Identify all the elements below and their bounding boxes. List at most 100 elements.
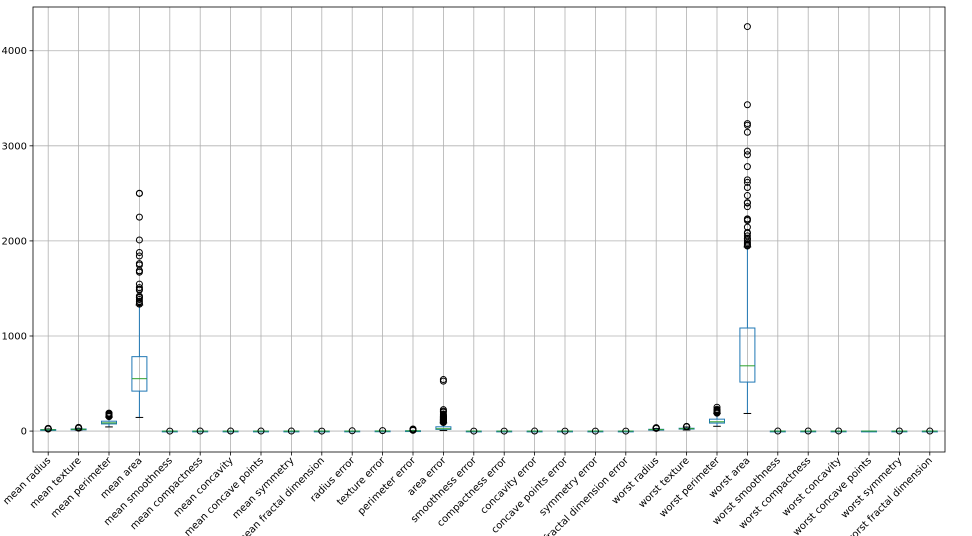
outlier-point <box>743 120 751 128</box>
outlier-point <box>531 427 539 435</box>
outlier-point <box>135 295 143 303</box>
outlier-point <box>743 199 751 207</box>
box-worst-concave-points <box>861 430 877 433</box>
box-worst-radius <box>648 424 665 432</box>
outlier-point <box>470 427 478 435</box>
box-worst-symmetry <box>891 427 908 435</box>
box-texture-error <box>374 427 391 435</box>
outlier-point <box>743 176 751 184</box>
iqr-box <box>131 356 148 392</box>
outlier-point <box>743 128 751 136</box>
outlier-point <box>743 203 751 211</box>
outlier-point <box>439 406 447 414</box>
outlier-point <box>44 424 52 432</box>
outlier-point <box>257 427 265 435</box>
outlier-point <box>379 427 387 435</box>
outlier-point <box>713 403 721 411</box>
outlier-point <box>439 410 447 418</box>
outlier-point <box>166 427 174 435</box>
iqr-box <box>435 426 452 430</box>
grid <box>33 7 945 452</box>
outlier-point <box>743 147 751 155</box>
outlier-point <box>713 405 721 413</box>
box-worst-concavity <box>830 427 847 435</box>
outlier-point <box>135 189 143 197</box>
outlier-point <box>652 424 660 432</box>
box-mean-compactness <box>192 427 209 435</box>
y-tick-label: 2000 <box>2 236 27 247</box>
outlier-point <box>75 423 83 431</box>
plot-frame <box>32 6 946 453</box>
box-mean-concavity <box>222 427 239 435</box>
box-mean-smoothness <box>161 427 178 435</box>
outlier-point <box>895 427 903 435</box>
outlier-point <box>683 422 691 430</box>
outlier-point <box>135 284 143 292</box>
box-mean-perimeter <box>101 409 117 428</box>
box-mean-texture <box>70 423 87 432</box>
y-axis: 0 1000 2000 3000 4000 <box>2 46 33 438</box>
outlier-point <box>622 427 630 435</box>
outlier-point <box>743 192 751 200</box>
box-concave-points-error <box>557 427 573 435</box>
box-perimeter-error <box>405 425 421 434</box>
outlier-point <box>318 427 326 435</box>
outlier-point <box>743 228 751 236</box>
outlier-point <box>135 213 143 221</box>
outlier-point <box>926 427 934 435</box>
box-fractal-dimension-error <box>617 427 634 435</box>
outlier-point <box>135 249 143 257</box>
outlier-point <box>409 425 417 433</box>
outlier-point <box>439 376 447 384</box>
outlier-point <box>804 427 812 435</box>
outlier-point <box>743 232 751 240</box>
box-radius-error <box>344 427 361 435</box>
box-worst-perimeter <box>709 403 725 427</box>
outlier-point <box>500 427 508 435</box>
box-worst-texture <box>678 422 695 431</box>
outlier-point <box>743 23 751 31</box>
y-tick-label: 3000 <box>2 141 27 152</box>
outlier-point <box>743 163 751 171</box>
box-compactness-error <box>496 427 513 435</box>
boxes <box>40 23 938 435</box>
outlier-point <box>287 427 295 435</box>
outlier-point <box>135 252 143 260</box>
outlier-point <box>196 427 204 435</box>
outlier-point <box>135 260 143 268</box>
outlier-point <box>348 427 356 435</box>
outlier-point <box>743 183 751 191</box>
box-mean-concave-points <box>253 427 269 435</box>
outlier-point <box>743 223 751 231</box>
outlier-point <box>105 409 113 417</box>
outlier-point <box>135 236 143 244</box>
outlier-point <box>743 151 751 159</box>
outlier-point <box>774 427 782 435</box>
box-mean-symmetry <box>283 427 300 435</box>
y-tick-label: 0 <box>21 427 27 438</box>
box-area-error <box>435 376 452 431</box>
outlier-point <box>743 178 751 186</box>
iqr-box <box>709 418 725 424</box>
box-mean-radius <box>40 424 57 433</box>
outlier-point <box>135 280 143 288</box>
box-concavity-error <box>526 427 543 435</box>
outlier-point <box>561 427 569 435</box>
y-tick-label: 4000 <box>2 46 27 57</box>
outlier-point <box>743 215 751 223</box>
box-worst-smoothness <box>769 427 786 435</box>
outlier-point <box>743 101 751 109</box>
outlier-point <box>135 297 143 305</box>
box-smoothness-error <box>465 427 482 435</box>
box-worst-area <box>739 23 756 414</box>
y-tick-label: 1000 <box>2 331 27 342</box>
outlier-point <box>227 427 235 435</box>
iqr-box <box>739 327 756 383</box>
outlier-point <box>835 427 843 435</box>
box-mean-fractal-dimension <box>313 427 330 435</box>
box-worst-compactness <box>800 427 817 435</box>
box-symmetry-error <box>587 427 604 435</box>
box-mean-area <box>131 189 148 418</box>
